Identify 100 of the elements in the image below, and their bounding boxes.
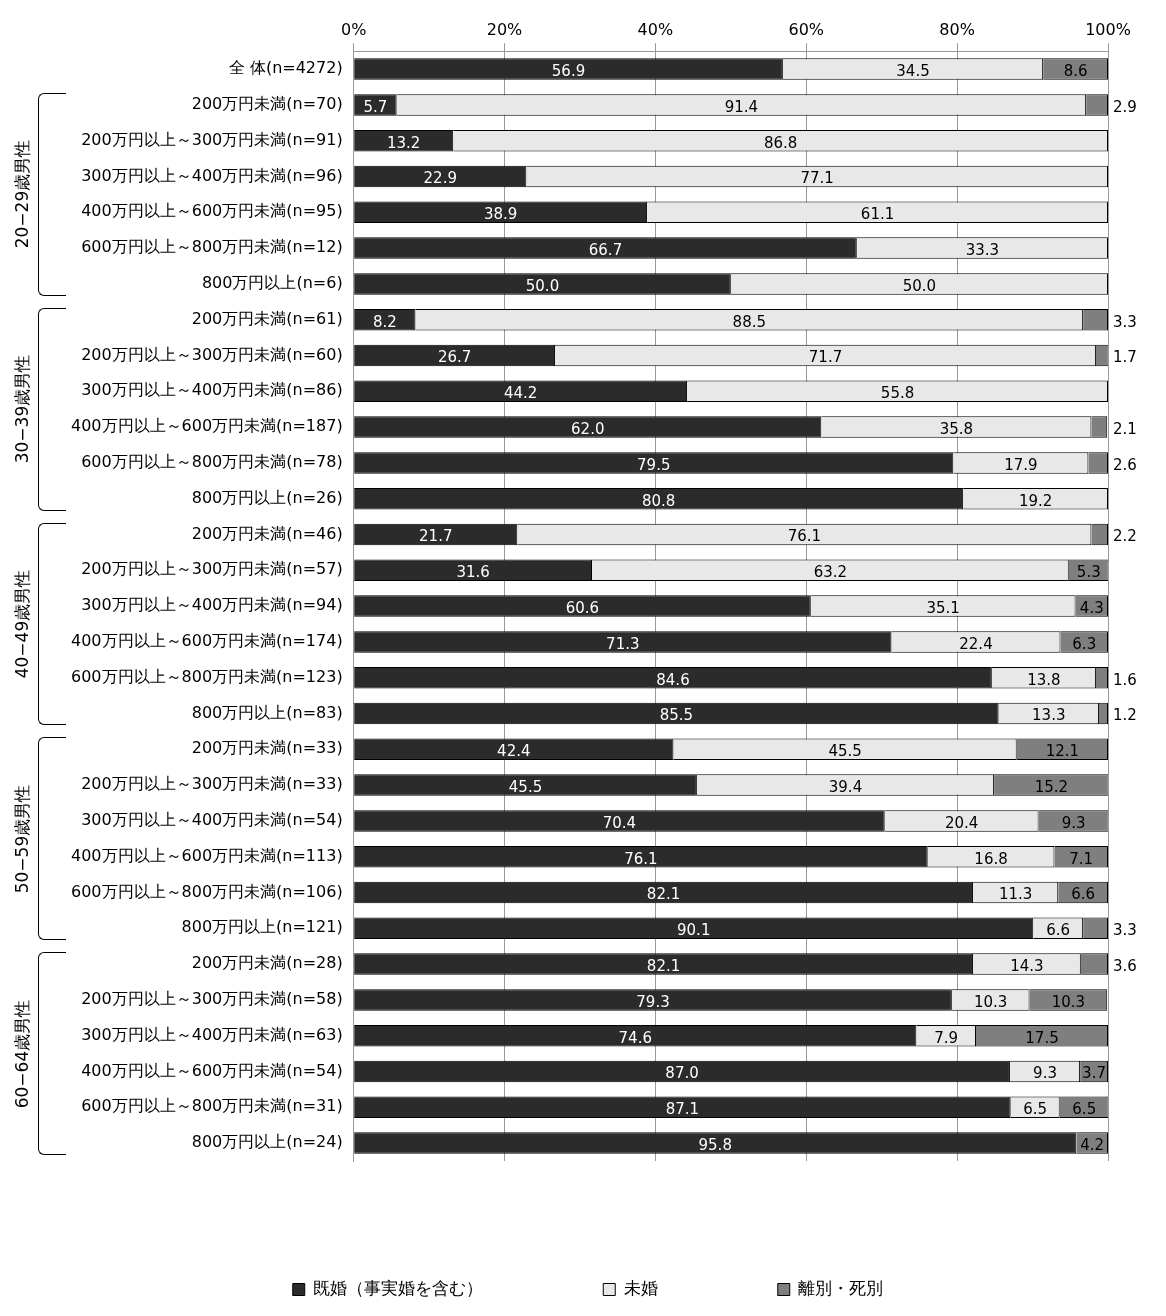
data-label: 17.9 (1004, 455, 1038, 474)
y-tick-label: 300万円以上～400万円未満(n=54) (81, 810, 343, 830)
data-label: 35.1 (926, 598, 960, 617)
data-label: 12.1 (1045, 742, 1080, 761)
data-label: 74.6 (618, 1028, 652, 1047)
data-label: 9.3 (1061, 813, 1086, 832)
x-tick-label: 0% (340, 19, 367, 39)
data-label: 95.8 (698, 1135, 732, 1154)
data-label: 14.3 (1010, 956, 1044, 975)
data-label: 82.1 (646, 956, 681, 975)
legend-label: 未婚 (623, 1277, 658, 1298)
data-label: 3.3 (1113, 921, 1137, 940)
data-label: 82.1 (646, 885, 681, 904)
data-label: 33.3 (965, 240, 1000, 259)
data-label: 5.7 (363, 97, 388, 116)
data-label: 19.2 (1018, 491, 1053, 510)
data-label: 71.7 (808, 348, 843, 367)
data-label: 1.2 (1113, 706, 1137, 725)
data-label: 16.8 (974, 849, 1008, 868)
data-label: 13.2 (386, 133, 421, 152)
data-label: 76.1 (787, 527, 822, 546)
data-label: 10.3 (1051, 992, 1086, 1011)
data-label: 7.1 (1069, 849, 1094, 868)
text: 20−29歳男性 (12, 139, 32, 251)
data-label: 35.8 (939, 419, 974, 438)
data-label: 5.3 (1076, 563, 1101, 582)
data-label: 88.5 (732, 312, 767, 331)
data-label: 6.5 (1072, 1100, 1097, 1119)
data-label: 20.4 (944, 813, 979, 832)
data-label: 84.6 (656, 670, 690, 689)
text: 50−59歳男性 (12, 783, 32, 896)
data-label: 4.2 (1080, 1135, 1105, 1154)
data-label: 62.0 (571, 419, 605, 438)
data-label: 26.7 (437, 348, 472, 367)
y-tick-label: 200万円以上～300万円未満(n=60) (81, 344, 343, 364)
y-tick-label: 800万円以上(n=83) (191, 702, 343, 722)
data-label: 2.9 (1113, 97, 1137, 116)
data-label: 55.8 (880, 384, 915, 403)
y-tick-label: 600万円以上～800万円未満(n=106) (70, 881, 343, 901)
data-label: 9.3 (1033, 1064, 1057, 1083)
data-label: 39.4 (828, 777, 863, 796)
y-tick-label: 400万円以上～600万円未満(n=113) (70, 845, 343, 865)
data-label: 71.3 (606, 634, 640, 653)
data-label: 13.8 (1027, 670, 1061, 689)
y-tick-label: 600万円以上～800万円未満(n=31) (81, 1096, 343, 1116)
data-label: 42.4 (497, 742, 531, 761)
x-tick-label: 80% (939, 19, 975, 39)
y-tick-label: 200万円未満(n=46) (191, 523, 343, 543)
data-label: 87.0 (665, 1064, 699, 1083)
data-label: 34.5 (896, 61, 930, 80)
data-label: 44.2 (503, 384, 538, 403)
data-label: 38.9 (483, 205, 518, 224)
y-tick-label: 300万円以上～400万円未満(n=63) (81, 1024, 343, 1044)
data-label: 17.5 (1025, 1028, 1059, 1047)
y-tick-label: 全 体(n=4272) (228, 58, 343, 78)
data-label: 2.1 (1113, 419, 1137, 438)
y-tick-label: 800万円以上(n=6) (201, 273, 343, 293)
y-tick-label: 400万円以上～600万円未満(n=174) (70, 631, 343, 651)
data-label: 87.1 (665, 1100, 700, 1119)
data-label: 79.3 (636, 992, 670, 1011)
data-label: 91.4 (724, 97, 759, 116)
data-label: 50.0 (902, 276, 937, 295)
y-tick-label: 300万円以上～400万円未満(n=94) (81, 595, 343, 615)
y-tick-label: 400万円以上～600万円未満(n=187) (70, 416, 343, 436)
data-label: 77.1 (800, 169, 834, 188)
data-label: 15.2 (1034, 777, 1069, 796)
data-label: 3.3 (1113, 312, 1137, 331)
y-tick-label: 600万円以上～800万円未満(n=78) (81, 452, 343, 472)
data-label: 86.8 (763, 133, 798, 152)
data-label: 3.6 (1113, 956, 1137, 975)
data-label: 61.1 (860, 205, 895, 224)
y-tick-label: 800万円以上(n=24) (191, 1132, 343, 1152)
y-tick-label: 800万円以上(n=121) (181, 917, 343, 937)
data-label: 1.7 (1113, 348, 1137, 367)
y-tick-label: 400万円以上～600万円未満(n=54) (81, 1060, 343, 1080)
data-label: 66.7 (588, 240, 623, 259)
data-label: 11.3 (998, 885, 1033, 904)
data-label: 31.6 (456, 563, 490, 582)
data-label: 90.1 (677, 921, 711, 940)
data-label: 6.6 (1046, 921, 1071, 940)
data-label: 60.6 (565, 598, 600, 617)
data-label: 22.9 (423, 169, 457, 188)
x-tick-label: 40% (637, 19, 674, 39)
x-tick-label: 20% (486, 19, 523, 39)
y-tick-label: 300万円以上～400万円未満(n=86) (81, 380, 343, 400)
y-tick-label: 300万円以上～400万円未満(n=96) (81, 165, 343, 185)
data-label: 6.5 (1023, 1100, 1048, 1119)
data-label: 45.5 (828, 742, 862, 761)
legend-label: 離別・死別 (798, 1277, 884, 1298)
text: 60−64歳男性 (12, 998, 32, 1110)
y-tick-label: 200万円以上～300万円未満(n=33) (81, 774, 343, 794)
data-label: 6.6 (1071, 885, 1096, 904)
y-tick-label: 600万円以上～800万円未満(n=12) (81, 237, 343, 257)
data-label: 70.4 (602, 813, 637, 832)
y-tick-label: 200万円以上～300万円未満(n=57) (81, 559, 343, 579)
data-label: 85.5 (659, 706, 694, 725)
text: 30−39歳男性 (12, 353, 32, 466)
data-label: 76.1 (624, 849, 658, 868)
y-tick-label: 200万円未満(n=70) (191, 94, 343, 114)
data-label: 8.2 (372, 312, 397, 331)
